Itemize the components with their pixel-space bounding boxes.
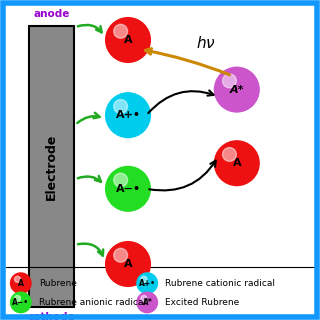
Text: A: A — [124, 259, 132, 269]
Text: Rubrene cationic radical: Rubrene cationic radical — [165, 279, 276, 288]
Circle shape — [14, 276, 20, 282]
Circle shape — [114, 173, 128, 187]
Text: A: A — [233, 158, 241, 168]
Text: Rubrene: Rubrene — [39, 279, 77, 288]
Circle shape — [114, 100, 128, 113]
Circle shape — [114, 248, 128, 262]
Circle shape — [222, 148, 236, 161]
Circle shape — [105, 17, 151, 63]
Text: $h\nu$: $h\nu$ — [196, 35, 216, 51]
Text: anode: anode — [33, 9, 69, 19]
Circle shape — [14, 295, 20, 301]
Circle shape — [11, 273, 31, 293]
Bar — [29, 26, 74, 307]
Circle shape — [137, 273, 157, 293]
Text: Excited Rubrene: Excited Rubrene — [165, 298, 240, 307]
Circle shape — [105, 241, 151, 287]
Text: A+•: A+• — [116, 110, 140, 120]
Circle shape — [137, 292, 157, 313]
Circle shape — [222, 74, 236, 88]
Text: Electrode: Electrode — [45, 133, 58, 200]
Text: A−•: A−• — [116, 184, 140, 194]
Circle shape — [105, 92, 151, 138]
Text: A: A — [18, 279, 24, 288]
Circle shape — [214, 140, 260, 186]
Text: Rubrene anionic radical: Rubrene anionic radical — [39, 298, 146, 307]
Text: A*: A* — [142, 298, 152, 307]
Circle shape — [141, 276, 147, 282]
Text: A+•: A+• — [139, 279, 156, 288]
Circle shape — [114, 24, 128, 38]
Circle shape — [105, 166, 151, 212]
Circle shape — [141, 295, 147, 301]
Circle shape — [11, 292, 31, 313]
Text: A−•: A−• — [12, 298, 29, 307]
Text: cathode: cathode — [28, 312, 75, 320]
Text: A*: A* — [229, 84, 244, 95]
Circle shape — [214, 67, 260, 113]
Text: A: A — [124, 35, 132, 45]
